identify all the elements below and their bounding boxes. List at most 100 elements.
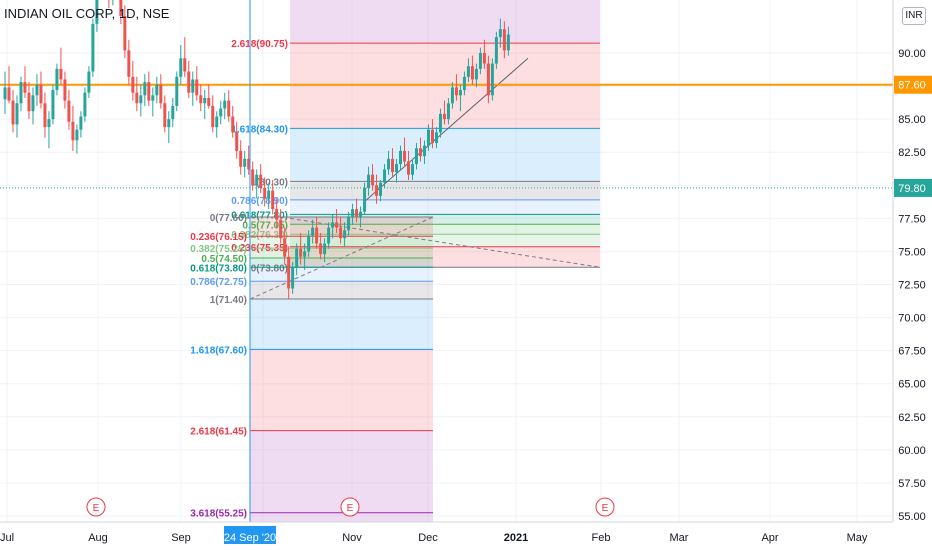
candle-body bbox=[247, 158, 251, 170]
candle-body bbox=[327, 227, 331, 244]
fib-level-label: 1.618(84.30) bbox=[231, 124, 288, 135]
earnings-marker-label: E bbox=[93, 503, 100, 514]
price-line-badge-label: 87.60 bbox=[898, 80, 926, 92]
candle-body bbox=[127, 50, 131, 77]
candle-body bbox=[147, 82, 151, 101]
crosshair-date-badge bbox=[224, 526, 276, 544]
candle-body bbox=[406, 161, 410, 175]
candle-body bbox=[287, 256, 291, 289]
candle-body bbox=[375, 185, 379, 196]
candle-body bbox=[59, 68, 63, 80]
candle-body bbox=[15, 103, 19, 125]
fib-level-label: 0.786(72.75) bbox=[190, 277, 247, 288]
fib-zone-upper bbox=[290, 246, 600, 268]
candle-body bbox=[91, 23, 95, 72]
candle-body bbox=[395, 164, 399, 173]
fib-zone-lower bbox=[250, 236, 433, 249]
candle-body bbox=[75, 129, 79, 141]
candle-body bbox=[434, 132, 438, 143]
price-tick-label: 72.50 bbox=[898, 280, 926, 292]
candle-body bbox=[494, 37, 498, 64]
fib-trend-line bbox=[249, 216, 434, 300]
candle-body bbox=[179, 58, 183, 77]
candle-body bbox=[311, 227, 315, 236]
candle-body bbox=[418, 148, 422, 157]
candle-body bbox=[403, 150, 406, 162]
candle-body bbox=[19, 82, 23, 104]
candle-body bbox=[315, 227, 319, 244]
candle-body bbox=[339, 227, 343, 239]
candle-body bbox=[95, 0, 99, 24]
time-axis-bg bbox=[0, 522, 932, 550]
candle-body bbox=[199, 95, 203, 104]
candle-body bbox=[195, 79, 199, 96]
fib-zone-bottom bbox=[250, 512, 433, 522]
price-tick-label: 70.00 bbox=[898, 313, 926, 325]
candle-body bbox=[279, 219, 283, 239]
candle-body bbox=[307, 235, 311, 252]
candle-body bbox=[27, 92, 31, 112]
candle-body bbox=[359, 211, 363, 218]
price-axis: 55.00 57.50 60.00 62.50 65.00 67.50 70.00 72.50… bbox=[892, 0, 932, 550]
time-tick-label: Dec bbox=[418, 532, 438, 544]
candles bbox=[3, 0, 510, 300]
candle-body bbox=[47, 119, 51, 128]
time-tick-label: Feb bbox=[592, 532, 611, 544]
candle-body bbox=[506, 34, 510, 51]
fib-level-label: 2.618(90.75) bbox=[231, 39, 288, 50]
candle-body bbox=[143, 82, 147, 96]
candle-body bbox=[227, 100, 231, 117]
candle-body bbox=[231, 116, 235, 133]
candle-body bbox=[183, 58, 187, 72]
candle-body bbox=[35, 84, 39, 96]
candle-body bbox=[167, 119, 171, 128]
earnings-marker bbox=[86, 497, 106, 517]
candle-body bbox=[223, 100, 227, 109]
candle-body bbox=[155, 84, 159, 96]
fib-level-label: 1(71.40) bbox=[210, 295, 247, 306]
earnings-marker bbox=[340, 497, 360, 517]
time-tick-label: 2021 bbox=[504, 532, 528, 544]
candle-body bbox=[275, 209, 279, 220]
candle-body bbox=[470, 66, 474, 80]
candle-body bbox=[426, 129, 430, 146]
candle-body bbox=[87, 71, 91, 93]
currency-button[interactable]: INR bbox=[902, 7, 926, 25]
time-axis: JulAugSepOctNovDec2021FebMarAprMay24 Sep… bbox=[0, 521, 932, 550]
candle-body bbox=[335, 222, 339, 228]
fib-level-label: 0.5(77.05) bbox=[242, 220, 288, 231]
last-price-badge bbox=[894, 178, 932, 197]
candle-body bbox=[363, 187, 367, 212]
earnings-marker-label: E bbox=[347, 503, 354, 514]
time-tick-label: Apr bbox=[761, 532, 778, 544]
candle-body bbox=[171, 105, 175, 120]
candle-body bbox=[207, 97, 211, 106]
price-tick-label: 65.00 bbox=[898, 379, 926, 391]
candle-body bbox=[7, 87, 11, 101]
candle-body bbox=[255, 174, 259, 186]
last-price-badge-label: 79.80 bbox=[898, 183, 926, 195]
candle-body bbox=[139, 95, 143, 104]
fib-level-label: 0.5(74.50) bbox=[201, 254, 247, 265]
fib-zone-upper bbox=[290, 181, 600, 200]
fib-level-label: 0.236(76.15) bbox=[190, 232, 247, 243]
candle-body bbox=[347, 217, 351, 231]
candle-body bbox=[263, 187, 267, 199]
candle-body bbox=[63, 79, 67, 101]
candle-body bbox=[502, 29, 506, 51]
candle-body bbox=[251, 169, 255, 186]
fib-zone-upper bbox=[290, 128, 600, 182]
candle-body bbox=[235, 132, 239, 151]
candle-body bbox=[303, 251, 307, 257]
candle-body bbox=[299, 248, 303, 257]
candle-body bbox=[323, 243, 327, 255]
fib-level-label: 1(80.30) bbox=[251, 177, 288, 188]
fib-zone-lower bbox=[250, 349, 433, 431]
symbol-title: INDIAN OIL CORP, 1D, NSE bbox=[4, 6, 170, 21]
price-tick-label: 90.00 bbox=[898, 48, 926, 60]
candle-body bbox=[379, 182, 383, 196]
candle-body bbox=[343, 230, 347, 239]
candle-body bbox=[23, 82, 27, 93]
candle-body bbox=[462, 76, 466, 91]
